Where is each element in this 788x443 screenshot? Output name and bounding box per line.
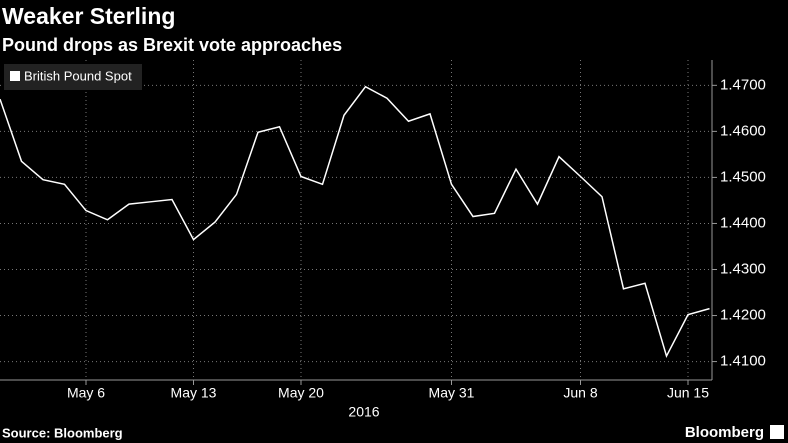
line <box>0 85 710 359</box>
y-tick-label: 1.4700 <box>720 76 766 93</box>
legend-box <box>4 64 142 90</box>
y-tick-label: 1.4500 <box>720 168 766 185</box>
chart-subtitle: Pound drops as Brexit vote approaches <box>2 35 342 55</box>
y-tick-label: 1.4600 <box>720 122 766 139</box>
source: Source: Bloomberg <box>2 425 123 440</box>
legend-label: British Pound Spot <box>24 68 132 83</box>
y-tick-label: 1.4200 <box>720 307 766 324</box>
chart-title: Weaker Sterling <box>2 3 175 29</box>
brand: Bloomberg <box>685 424 764 441</box>
brand-icon <box>770 425 784 439</box>
legend-swatch <box>10 71 20 81</box>
x-tick-label: May 20 <box>278 385 324 401</box>
x-tick-label: Jun 15 <box>667 385 709 401</box>
y-tick-label: 1.4400 <box>720 214 766 231</box>
x-tick-label: Jun 8 <box>563 385 597 401</box>
x-tick-label: May 13 <box>171 385 217 401</box>
y-tick-label: 1.4100 <box>720 353 766 370</box>
x-axis-label: 2016 <box>348 404 379 420</box>
y-tick-label: 1.4300 <box>720 260 766 277</box>
x-tick-label: May 31 <box>429 385 475 401</box>
x-tick-label: May 6 <box>67 385 105 401</box>
